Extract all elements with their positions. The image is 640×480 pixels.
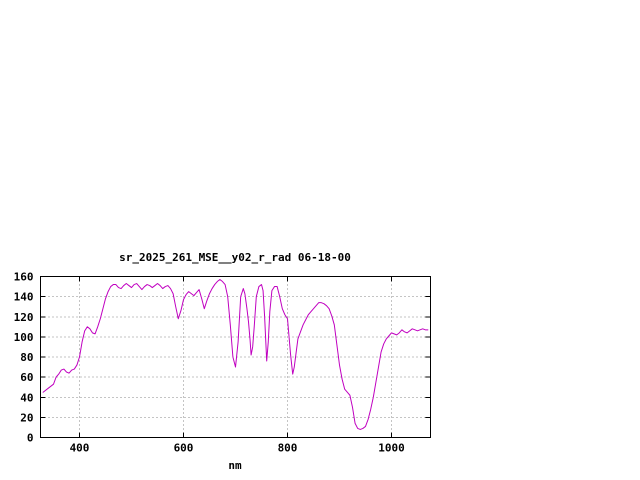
- chart-title: sr_2025_261_MSE__y02_r_rad 06-18-00: [119, 251, 351, 264]
- x-tick-label: 1000: [378, 442, 405, 455]
- plot-border: [40, 276, 431, 438]
- y-tick-label: 120: [14, 311, 34, 324]
- spectrum-line: [42, 279, 429, 430]
- y-tick-label: 80: [20, 351, 33, 364]
- y-tick-label: 0: [27, 432, 34, 445]
- y-tick-label: 40: [20, 391, 33, 404]
- y-tick-label: 20: [20, 411, 33, 424]
- y-tick-label: 160: [14, 271, 34, 284]
- x-tick-label: 800: [278, 442, 298, 455]
- y-tick-label: 140: [14, 291, 34, 304]
- x-tick-label: 400: [70, 442, 90, 455]
- x-axis-label: nm: [228, 459, 242, 472]
- y-tick-label: 100: [14, 331, 34, 344]
- y-tick-label: 60: [20, 371, 33, 384]
- x-tick-label: 600: [174, 442, 194, 455]
